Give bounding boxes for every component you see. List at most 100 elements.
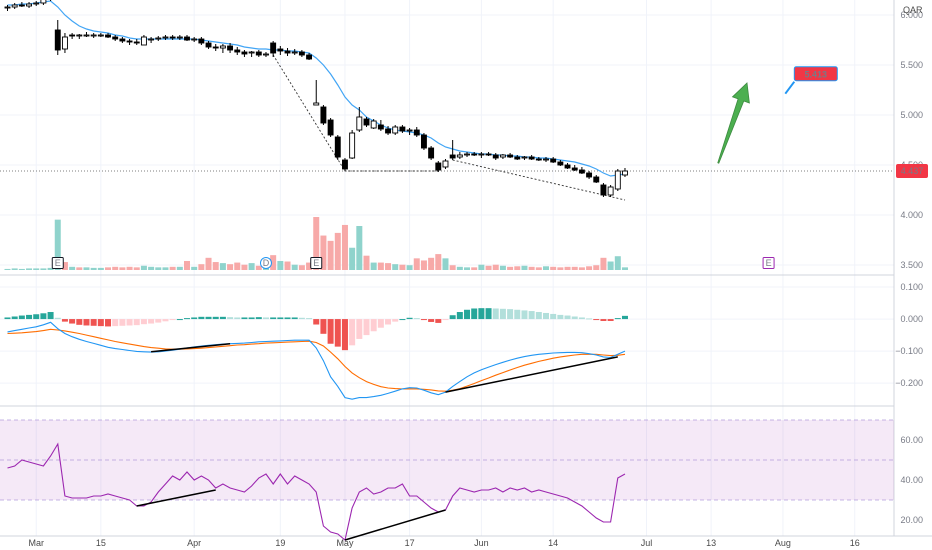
time-axis[interactable]: Mar 15 Apr 19 May 17 Jun 14 Jul 13 Aug 16 [28,538,859,548]
volume-bar [464,267,471,270]
candle-body [248,51,255,54]
candle [499,154,506,159]
volume-bar [586,266,593,270]
volume-bar [621,267,628,270]
time-tick-label: Apr [187,538,201,548]
time-tick-label: May [336,538,354,548]
macd-histogram-bar [385,319,392,325]
macd-histogram-bar [571,316,578,320]
macd-histogram-bar [557,314,564,320]
macd-histogram-bar [11,316,18,320]
macd-histogram-bar [234,317,241,320]
target-price-tag [793,66,838,82]
volume-bar [270,255,277,270]
volume-bar [284,261,291,270]
earnings-marker-label: E [766,258,772,268]
candle-body [255,51,262,56]
candle-body [571,167,578,171]
candle-body [184,36,190,41]
macd-histogram-bar [155,319,162,323]
volume-bar [4,268,11,270]
candle [377,120,384,131]
candle-body [514,156,521,160]
candle-body [76,34,83,37]
macd-histogram-bar [349,319,356,346]
candle-body [564,164,571,169]
candle [370,119,377,129]
candle [406,128,413,135]
candle [119,37,126,43]
volume-bar [399,264,406,270]
candle-body [456,154,463,158]
volume-bar [155,267,162,270]
time-tick-label: Jul [641,538,653,548]
macd-histogram-bar [507,309,514,320]
volume-bar [241,264,248,270]
candle-body [622,170,628,176]
candle [33,1,40,6]
macd-histogram-bar [550,313,557,320]
candle [492,153,499,160]
macd-histogram-bar [241,317,248,320]
candle-body [507,154,514,158]
macd-histogram-bar [413,318,420,320]
macd-histogram-bar [255,317,262,320]
macd-histogram-bar [83,319,90,326]
macd-histogram-bar [392,319,399,322]
volume-bar [126,266,133,270]
candle-body [83,34,90,37]
candle [198,37,205,45]
candle-body [18,4,25,7]
candle [263,52,269,57]
candle [26,2,32,8]
volume-bar [550,266,557,270]
price-axis[interactable]: 6.0005.5005.0004.5004.0003.5000.1000.000… [895,10,928,525]
volume-bar [76,267,83,270]
candle-body [420,134,427,149]
candle [11,3,18,9]
candle-body [162,36,169,39]
candle [248,51,255,57]
candle [600,183,607,197]
macd-tick-label: −0.200 [895,378,923,388]
candle-body [435,162,442,171]
rsi-pane[interactable] [0,419,894,542]
candle [234,47,241,55]
macd-pane[interactable] [4,308,628,400]
candle-body [370,120,377,129]
candle-body [112,36,119,40]
volume-bar [140,265,147,270]
macd-tick-label: −0.100 [895,346,923,356]
candle [507,153,514,158]
candle [69,33,76,39]
volume-bar [205,257,212,270]
candle-body [614,170,621,190]
candle-body [593,176,600,183]
dividend-marker-label: D [263,258,270,268]
candle-body [313,102,320,106]
candle [413,127,420,137]
volume-bar [499,265,506,270]
volume-bar [191,266,198,270]
candle [97,33,104,37]
macd-histogram-bar [399,319,406,321]
macd-histogram-bar [485,308,492,320]
volume-bar [298,265,305,270]
volume-bar [313,217,320,270]
volume-bar [277,260,284,270]
macd-histogram-bar [464,309,471,320]
volume-bar [162,267,169,270]
candle-body [464,153,470,156]
candle [162,35,169,40]
volume-bar [18,268,25,270]
price-pane[interactable]: E D E E 5.413 [0,0,894,270]
price-tick-label: 4.000 [900,210,923,220]
earnings-marker [762,257,775,269]
candle-body [385,128,391,134]
candle [277,46,284,55]
time-tick-label: 14 [548,538,558,548]
macd-histogram-bar [320,319,327,334]
candle-body [90,34,97,37]
macd-histogram-bar [47,312,54,320]
